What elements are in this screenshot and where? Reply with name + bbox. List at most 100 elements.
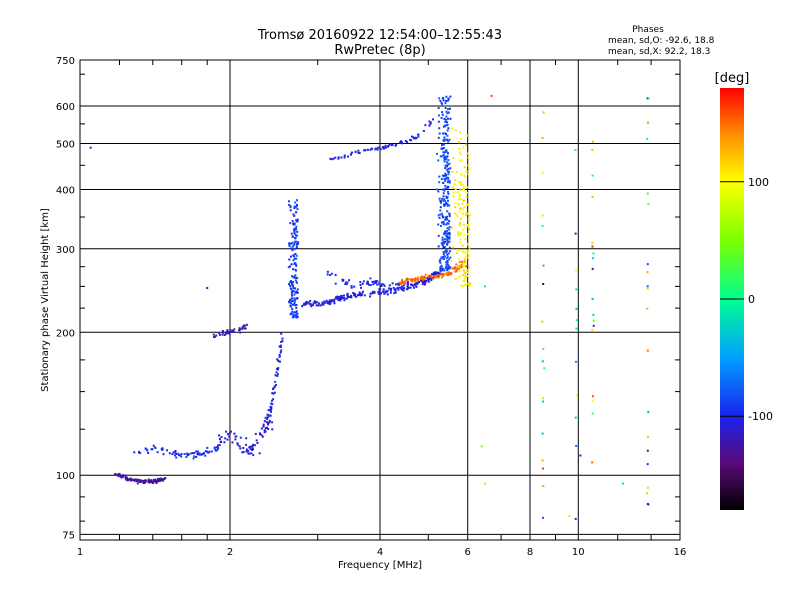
- data-point: [435, 273, 438, 276]
- colorbar: [deg] 100 0 -100: [715, 71, 773, 510]
- data-point: [264, 427, 267, 430]
- data-point: [218, 438, 221, 440]
- data-point: [446, 238, 449, 241]
- data-point: [276, 358, 279, 361]
- data-point: [448, 246, 451, 249]
- data-point: [369, 277, 372, 280]
- data-point: [443, 118, 446, 120]
- data-point: [313, 300, 316, 303]
- data-point: [314, 301, 317, 304]
- data-point: [230, 430, 232, 433]
- data-point: [437, 136, 440, 139]
- data-point: [288, 245, 291, 247]
- data-point: [437, 245, 440, 248]
- data-point: [439, 155, 442, 158]
- data-point: [226, 438, 229, 441]
- data-point: [187, 453, 190, 456]
- data-point: [183, 453, 186, 455]
- data-point: [463, 186, 465, 189]
- data-point: [463, 264, 466, 267]
- data-point: [292, 244, 295, 247]
- data-point: [383, 292, 386, 295]
- data-point: [239, 331, 242, 334]
- data-point: [443, 246, 446, 249]
- data-point: [446, 243, 449, 246]
- data-point: [541, 360, 544, 363]
- data-point: [241, 327, 244, 330]
- data-point: [346, 281, 349, 284]
- data-point: [464, 262, 467, 265]
- data-point: [446, 181, 449, 184]
- data-point: [288, 301, 291, 303]
- data-point: [458, 224, 461, 227]
- data-point: [156, 480, 159, 483]
- data-point: [290, 297, 293, 300]
- data-point: [331, 299, 334, 302]
- data-point: [266, 418, 268, 421]
- data-point: [376, 280, 379, 283]
- data-point: [152, 444, 155, 447]
- data-point: [443, 158, 446, 161]
- data-point: [441, 257, 444, 260]
- data-point: [457, 203, 460, 206]
- data-point: [438, 181, 441, 184]
- data-point: [368, 283, 370, 286]
- data-point: [253, 444, 256, 447]
- data-point: [441, 197, 444, 200]
- data-point: [228, 330, 231, 333]
- data-point: [450, 226, 453, 229]
- data-point: [449, 107, 451, 110]
- data-point: [447, 152, 449, 155]
- data-point: [447, 266, 450, 269]
- data-point: [447, 258, 450, 261]
- data-point: [343, 154, 346, 157]
- data-point: [291, 310, 294, 313]
- data-point: [354, 150, 357, 153]
- data-point: [374, 281, 377, 284]
- data-point: [315, 301, 318, 304]
- data-point: [405, 277, 408, 280]
- data-point: [266, 426, 268, 429]
- data-point: [441, 113, 444, 116]
- data-point: [290, 281, 293, 284]
- data-point: [401, 280, 403, 283]
- data-point: [336, 297, 339, 299]
- data-point: [145, 479, 147, 482]
- data-point: [443, 223, 446, 226]
- data-point: [443, 124, 446, 127]
- data-point: [541, 224, 544, 227]
- data-point: [451, 267, 454, 270]
- data-point: [442, 253, 445, 256]
- data-point: [445, 257, 448, 260]
- data-point: [360, 292, 363, 295]
- data-point: [541, 214, 544, 217]
- data-point: [245, 323, 248, 326]
- data-point: [439, 269, 442, 272]
- data-point: [412, 284, 415, 287]
- data-point: [245, 450, 248, 453]
- data-point: [403, 287, 406, 290]
- data-point: [437, 107, 440, 109]
- data-point: [436, 188, 438, 191]
- data-point: [441, 244, 444, 247]
- data-point: [409, 286, 412, 289]
- data-point: [441, 155, 444, 158]
- data-point: [252, 448, 254, 451]
- data-point: [460, 197, 463, 200]
- data-point: [444, 120, 447, 123]
- data-point: [296, 220, 299, 223]
- data-point: [463, 206, 466, 209]
- data-point: [464, 226, 467, 229]
- data-point: [445, 202, 448, 205]
- plot-frame: [79, 59, 681, 541]
- data-point: [435, 276, 438, 279]
- data-point: [215, 449, 218, 452]
- data-point: [294, 228, 297, 231]
- data-point: [455, 171, 458, 173]
- data-point: [293, 228, 295, 231]
- colorbar-tick-label: -100: [748, 410, 773, 423]
- data-point: [375, 147, 378, 150]
- data-point: [463, 260, 466, 263]
- data-point: [436, 152, 438, 155]
- data-point: [462, 188, 465, 191]
